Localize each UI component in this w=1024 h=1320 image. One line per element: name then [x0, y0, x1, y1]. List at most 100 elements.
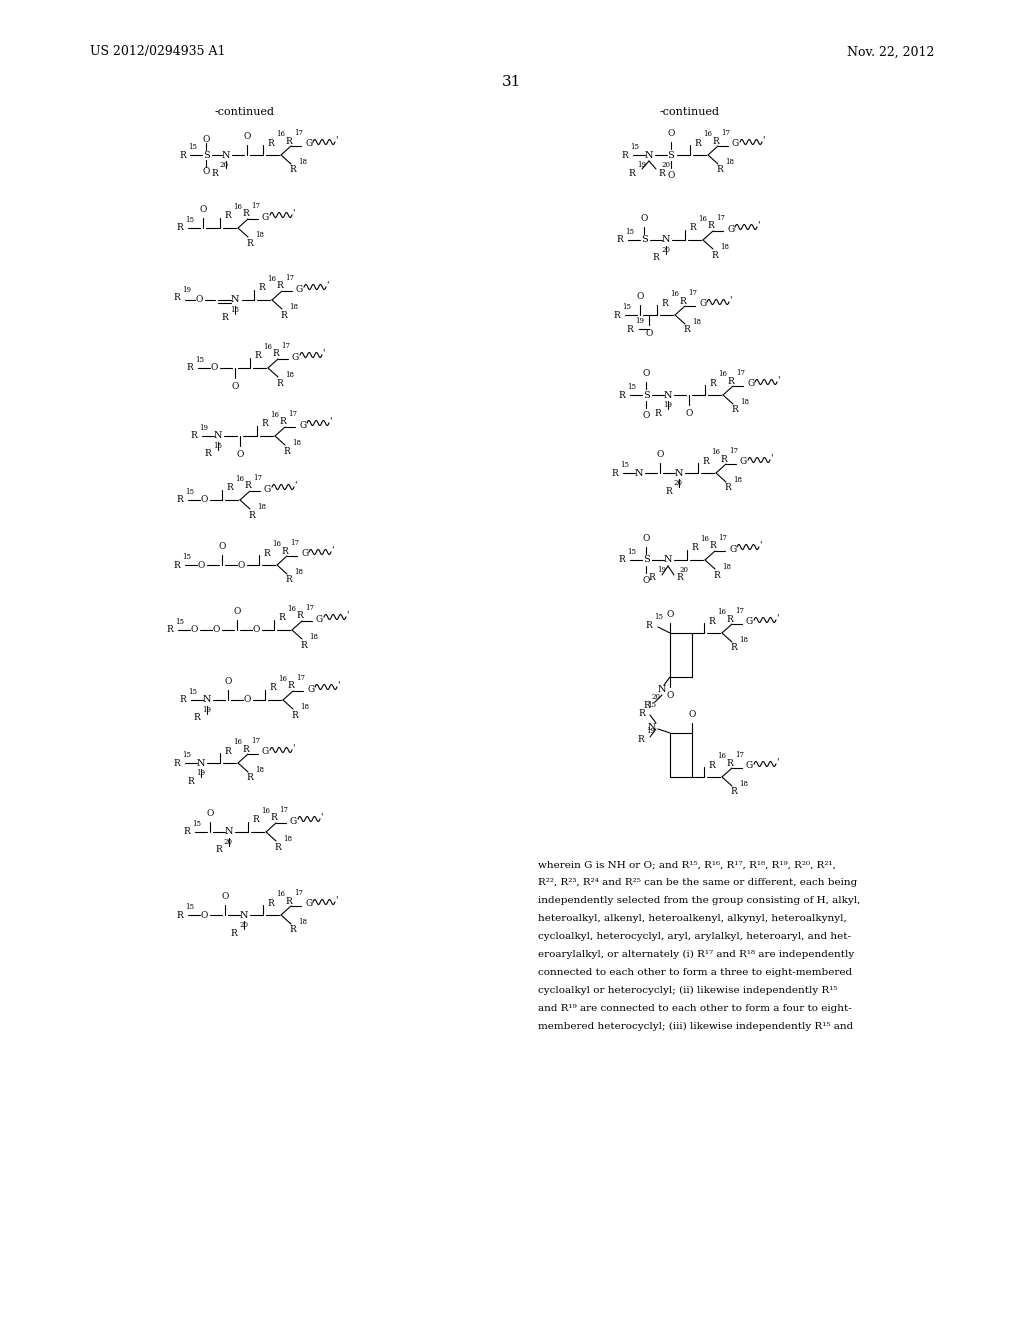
- Text: O: O: [645, 329, 652, 338]
- Text: R: R: [709, 616, 716, 626]
- Text: 19: 19: [199, 424, 208, 432]
- Text: 16: 16: [276, 129, 285, 139]
- Text: R: R: [662, 298, 669, 308]
- Text: 19: 19: [635, 317, 644, 325]
- Text: 18: 18: [739, 636, 748, 644]
- Text: O: O: [244, 696, 251, 705]
- Text: R: R: [276, 379, 284, 388]
- Text: O: O: [200, 205, 207, 214]
- Text: N: N: [664, 391, 672, 400]
- Text: 16: 16: [700, 535, 709, 543]
- Text: R: R: [282, 546, 289, 556]
- Text: R: R: [255, 351, 261, 360]
- Text: N: N: [197, 759, 205, 767]
- Text: O: O: [685, 409, 692, 418]
- Text: R: R: [179, 150, 186, 160]
- Text: G: G: [305, 140, 312, 149]
- Text: O: O: [224, 677, 231, 686]
- Text: R: R: [281, 310, 288, 319]
- Text: 19: 19: [657, 566, 666, 574]
- Text: 18: 18: [289, 304, 298, 312]
- Text: R: R: [728, 376, 734, 385]
- Text: 20: 20: [652, 693, 662, 701]
- Text: -continued: -continued: [660, 107, 720, 117]
- Text: R: R: [622, 150, 628, 160]
- Text: 20: 20: [662, 246, 670, 253]
- Text: 16: 16: [703, 129, 712, 139]
- Text: R: R: [648, 573, 655, 582]
- Text: 15: 15: [213, 442, 222, 450]
- Text: 15: 15: [654, 612, 663, 620]
- Text: 17: 17: [688, 289, 697, 297]
- Text: R: R: [290, 925, 296, 935]
- Text: 20: 20: [220, 161, 229, 169]
- Text: R: R: [702, 457, 710, 466]
- Text: O: O: [233, 607, 241, 616]
- Text: R: R: [183, 828, 190, 837]
- Text: Nov. 22, 2012: Nov. 22, 2012: [847, 45, 934, 58]
- Text: 19: 19: [196, 770, 205, 777]
- Text: ': ': [770, 454, 772, 462]
- Text: O: O: [640, 214, 648, 223]
- Text: 18: 18: [298, 158, 307, 166]
- Text: O: O: [642, 370, 649, 378]
- Text: ': ': [294, 480, 296, 490]
- Text: 18: 18: [257, 503, 266, 511]
- Text: 18: 18: [725, 158, 734, 166]
- Text: R: R: [618, 556, 625, 565]
- Text: wherein G is NH or O; and R¹⁵, R¹⁶, R¹⁷, R¹⁸, R¹⁹, R²⁰, R²¹,: wherein G is NH or O; and R¹⁵, R¹⁶, R¹⁷,…: [538, 861, 836, 869]
- Text: R: R: [272, 350, 280, 359]
- Text: 15: 15: [627, 548, 636, 556]
- Text: 17: 17: [736, 370, 745, 378]
- Text: R: R: [717, 165, 723, 174]
- Text: R: R: [259, 284, 265, 293]
- Text: R: R: [288, 681, 294, 690]
- Text: R: R: [714, 570, 720, 579]
- Text: 15: 15: [620, 461, 629, 469]
- Text: R: R: [186, 363, 193, 372]
- Text: R: R: [638, 709, 645, 718]
- Text: membered heterocyclyl; (iii) likewise independently R¹⁵ and: membered heterocyclyl; (iii) likewise in…: [538, 1022, 853, 1031]
- Text: 16: 16: [278, 675, 287, 682]
- Text: 16: 16: [267, 275, 276, 282]
- Text: 18: 18: [255, 231, 264, 239]
- Text: ': ': [335, 136, 337, 144]
- Text: R: R: [279, 614, 286, 623]
- Text: ': ': [776, 614, 778, 623]
- Text: R: R: [712, 251, 719, 260]
- Text: N: N: [657, 685, 667, 693]
- Text: R: R: [618, 391, 625, 400]
- Text: N: N: [664, 556, 672, 565]
- Text: 18: 18: [300, 704, 309, 711]
- Text: 16: 16: [263, 343, 272, 351]
- Text: ': ': [292, 209, 294, 218]
- Text: 17: 17: [716, 214, 725, 222]
- Text: R: R: [611, 469, 618, 478]
- Text: O: O: [656, 450, 664, 459]
- Text: R: R: [263, 549, 270, 557]
- Text: N: N: [645, 150, 653, 160]
- Text: G: G: [305, 899, 312, 908]
- Text: G: G: [290, 817, 297, 825]
- Text: O: O: [642, 576, 649, 585]
- Text: G: G: [307, 685, 314, 693]
- Text: 18: 18: [255, 766, 264, 774]
- Text: 15: 15: [625, 228, 634, 236]
- Text: 16: 16: [717, 609, 726, 616]
- Text: R: R: [721, 454, 727, 463]
- Text: 17: 17: [296, 675, 305, 682]
- Text: 17: 17: [305, 605, 314, 612]
- Text: 15: 15: [175, 618, 184, 626]
- Text: 20: 20: [224, 838, 233, 846]
- Text: R: R: [173, 293, 180, 302]
- Text: ': ': [759, 540, 761, 549]
- Text: 19: 19: [182, 286, 191, 294]
- Text: 20: 20: [662, 161, 671, 169]
- Text: 17: 17: [718, 535, 727, 543]
- Text: R: R: [176, 223, 183, 232]
- Text: R: R: [245, 482, 251, 491]
- Text: 18: 18: [692, 318, 701, 326]
- Text: G: G: [292, 352, 299, 362]
- Text: R: R: [253, 816, 259, 825]
- Text: G: G: [262, 747, 269, 756]
